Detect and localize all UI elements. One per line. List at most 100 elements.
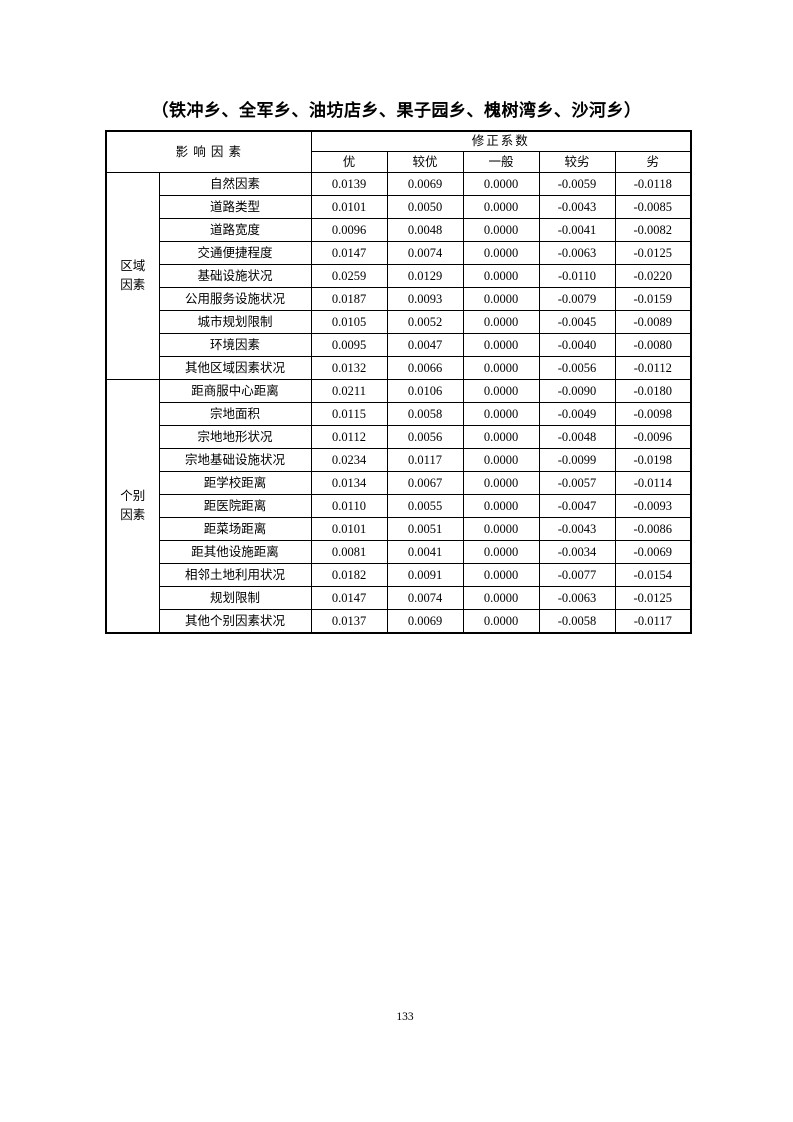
coefficient-value-cell: 0.0050 bbox=[386, 195, 464, 219]
coefficient-value-cell: 0.0000 bbox=[462, 264, 540, 288]
table-row: 交通便捷程度 0.0147 0.0074 0.0000 -0.0063 -0.0125 bbox=[106, 241, 692, 265]
coefficient-value-cell: 0.0000 bbox=[462, 172, 540, 196]
coefficient-value-cell: 0.0081 bbox=[310, 540, 388, 564]
coefficient-value-cell: -0.0063 bbox=[538, 586, 616, 610]
coefficient-value-cell: 0.0096 bbox=[310, 218, 388, 242]
coefficient-value-cell: 0.0000 bbox=[462, 310, 540, 334]
coefficient-value-cell: 0.0093 bbox=[386, 287, 464, 311]
coefficient-value-cell: -0.0082 bbox=[614, 218, 692, 242]
coefficient-value-cell: -0.0117 bbox=[614, 609, 692, 634]
table-row: 距学校距离 0.0134 0.0067 0.0000 -0.0057 -0.0114 bbox=[106, 471, 692, 495]
coefficient-value-cell: 0.0052 bbox=[386, 310, 464, 334]
table-row: 距菜场距离 0.0101 0.0051 0.0000 -0.0043 -0.0086 bbox=[106, 517, 692, 541]
page-number: 133 bbox=[396, 1011, 414, 1023]
coefficient-value-cell: 0.0147 bbox=[310, 586, 388, 610]
table-row: 规划限制 0.0147 0.0074 0.0000 -0.0063 -0.0125 bbox=[106, 586, 692, 610]
table-row: 道路宽度 0.0096 0.0048 0.0000 -0.0041 -0.0082 bbox=[106, 218, 692, 242]
table-row: 个别因素 距商服中心距离 0.0211 0.0106 0.0000 -0.0090 -0.0… bbox=[105, 379, 692, 634]
group-label-cell: 个别因素 bbox=[105, 379, 160, 634]
coefficient-value-cell: 0.0091 bbox=[386, 563, 464, 587]
table-row: 相邻土地利用状况 0.0182 0.0091 0.0000 -0.0077 -0.0154 bbox=[106, 563, 692, 587]
table-row: 公用服务设施状况 0.0187 0.0093 0.0000 -0.0079 -0.0159 bbox=[106, 287, 692, 311]
factor-name-cell: 其他个别因素状况 bbox=[158, 609, 312, 634]
coefficient-value-cell: 0.0041 bbox=[386, 540, 464, 564]
coefficient-value-cell: 0.0000 bbox=[462, 471, 540, 495]
factor-name-cell: 道路宽度 bbox=[158, 218, 312, 242]
coefficient-value-cell: 0.0234 bbox=[310, 448, 388, 472]
coefficient-value-cell: 0.0000 bbox=[462, 218, 540, 242]
coefficient-value-cell: -0.0077 bbox=[538, 563, 616, 587]
coefficient-value-cell: -0.0125 bbox=[614, 586, 692, 610]
factor-name-cell: 规划限制 bbox=[158, 586, 312, 610]
table-body: 区域因素 自然因素 0.0139 0.0069 0.0000 -0.0059 -0.0118… bbox=[105, 172, 692, 634]
table-row: 宗地基础设施状况 0.0234 0.0117 0.0000 -0.0099 -0.0198 bbox=[106, 448, 692, 472]
coefficient-value-cell: 0.0187 bbox=[310, 287, 388, 311]
coefficient-value-cell: 0.0132 bbox=[310, 356, 388, 380]
coefficient-value-cell: -0.0089 bbox=[614, 310, 692, 334]
factor-name-cell: 距其他设施距离 bbox=[158, 540, 312, 564]
column-header-grade-excellent: 优 bbox=[310, 151, 388, 173]
coefficient-value-cell: 0.0101 bbox=[310, 517, 388, 541]
coefficient-value-cell: -0.0220 bbox=[614, 264, 692, 288]
coefficient-value-cell: 0.0055 bbox=[386, 494, 464, 518]
coefficient-value-cell: -0.0045 bbox=[538, 310, 616, 334]
coefficient-value-cell: 0.0139 bbox=[310, 172, 388, 196]
coefficient-value-cell: 0.0129 bbox=[386, 264, 464, 288]
coefficient-value-cell: -0.0057 bbox=[538, 471, 616, 495]
coefficient-value-cell: 0.0115 bbox=[310, 402, 388, 426]
coefficient-value-cell: -0.0034 bbox=[538, 540, 616, 564]
coefficient-value-cell: -0.0048 bbox=[538, 425, 616, 449]
coefficient-value-cell: 0.0000 bbox=[462, 379, 540, 403]
factor-name-cell: 相邻土地利用状况 bbox=[158, 563, 312, 587]
coefficient-value-cell: 0.0000 bbox=[462, 241, 540, 265]
coefficient-value-cell: 0.0259 bbox=[310, 264, 388, 288]
coefficient-value-cell: -0.0085 bbox=[614, 195, 692, 219]
coefficient-value-cell: 0.0110 bbox=[310, 494, 388, 518]
coefficient-value-cell: -0.0058 bbox=[538, 609, 616, 634]
factor-name-cell: 城市规划限制 bbox=[158, 310, 312, 334]
coefficient-value-cell: -0.0159 bbox=[614, 287, 692, 311]
coefficient-value-cell: 0.0000 bbox=[462, 609, 540, 634]
coefficient-value-cell: 0.0000 bbox=[462, 425, 540, 449]
table-row: 宗地地形状况 0.0112 0.0056 0.0000 -0.0048 -0.0096 bbox=[106, 425, 692, 449]
column-header-grade-better: 较优 bbox=[386, 151, 464, 173]
coefficient-value-cell: 0.0000 bbox=[462, 356, 540, 380]
coefficient-value-cell: -0.0063 bbox=[538, 241, 616, 265]
factor-name-cell: 基础设施状况 bbox=[158, 264, 312, 288]
coefficient-value-cell: -0.0049 bbox=[538, 402, 616, 426]
table-row: 距其他设施距离 0.0081 0.0041 0.0000 -0.0034 -0.0069 bbox=[106, 540, 692, 564]
table-row: 城市规划限制 0.0105 0.0052 0.0000 -0.0045 -0.0089 bbox=[106, 310, 692, 334]
coefficient-value-cell: -0.0080 bbox=[614, 333, 692, 357]
coefficient-value-cell: -0.0043 bbox=[538, 517, 616, 541]
factor-name-cell: 宗地面积 bbox=[158, 402, 312, 426]
coefficient-value-cell: -0.0047 bbox=[538, 494, 616, 518]
coefficient-value-cell: 0.0000 bbox=[462, 540, 540, 564]
grade-header-row: 优 较优 一般 较劣 劣 bbox=[106, 151, 692, 173]
coefficient-value-cell: -0.0043 bbox=[538, 195, 616, 219]
coefficient-value-cell: 0.0101 bbox=[310, 195, 388, 219]
coefficient-value-cell: -0.0180 bbox=[614, 379, 692, 403]
coefficient-value-cell: -0.0154 bbox=[614, 563, 692, 587]
table-row: 区域因素 自然因素 0.0139 0.0069 0.0000 -0.0059 -0.0118 bbox=[105, 172, 692, 380]
coefficient-value-cell: -0.0099 bbox=[538, 448, 616, 472]
coefficient-value-cell: 0.0067 bbox=[386, 471, 464, 495]
coefficient-value-cell: 0.0000 bbox=[462, 494, 540, 518]
coefficient-value-cell: 0.0117 bbox=[386, 448, 464, 472]
coefficient-value-cell: 0.0095 bbox=[310, 333, 388, 357]
factor-name-cell: 宗地基础设施状况 bbox=[158, 448, 312, 472]
coefficient-value-cell: -0.0110 bbox=[538, 264, 616, 288]
coefficient-value-cell: 0.0147 bbox=[310, 241, 388, 265]
coefficient-value-cell: 0.0048 bbox=[386, 218, 464, 242]
coefficient-value-cell: 0.0000 bbox=[462, 563, 540, 587]
coefficient-value-cell: 0.0047 bbox=[386, 333, 464, 357]
table-row: 道路类型 0.0101 0.0050 0.0000 -0.0043 -0.0085 bbox=[106, 195, 692, 219]
coefficient-value-cell: 0.0074 bbox=[386, 586, 464, 610]
table-row: 其他区域因素状况 0.0132 0.0066 0.0000 -0.0056 -0.0112 bbox=[106, 356, 692, 380]
coefficient-value-cell: -0.0059 bbox=[538, 172, 616, 196]
table-row: 基础设施状况 0.0259 0.0129 0.0000 -0.0110 -0.0220 bbox=[106, 264, 692, 288]
factor-name-cell: 距医院距离 bbox=[158, 494, 312, 518]
coefficient-value-cell: 0.0066 bbox=[386, 356, 464, 380]
coefficient-value-cell: 0.0069 bbox=[386, 609, 464, 634]
coefficient-value-cell: -0.0069 bbox=[614, 540, 692, 564]
coefficient-value-cell: -0.0056 bbox=[538, 356, 616, 380]
